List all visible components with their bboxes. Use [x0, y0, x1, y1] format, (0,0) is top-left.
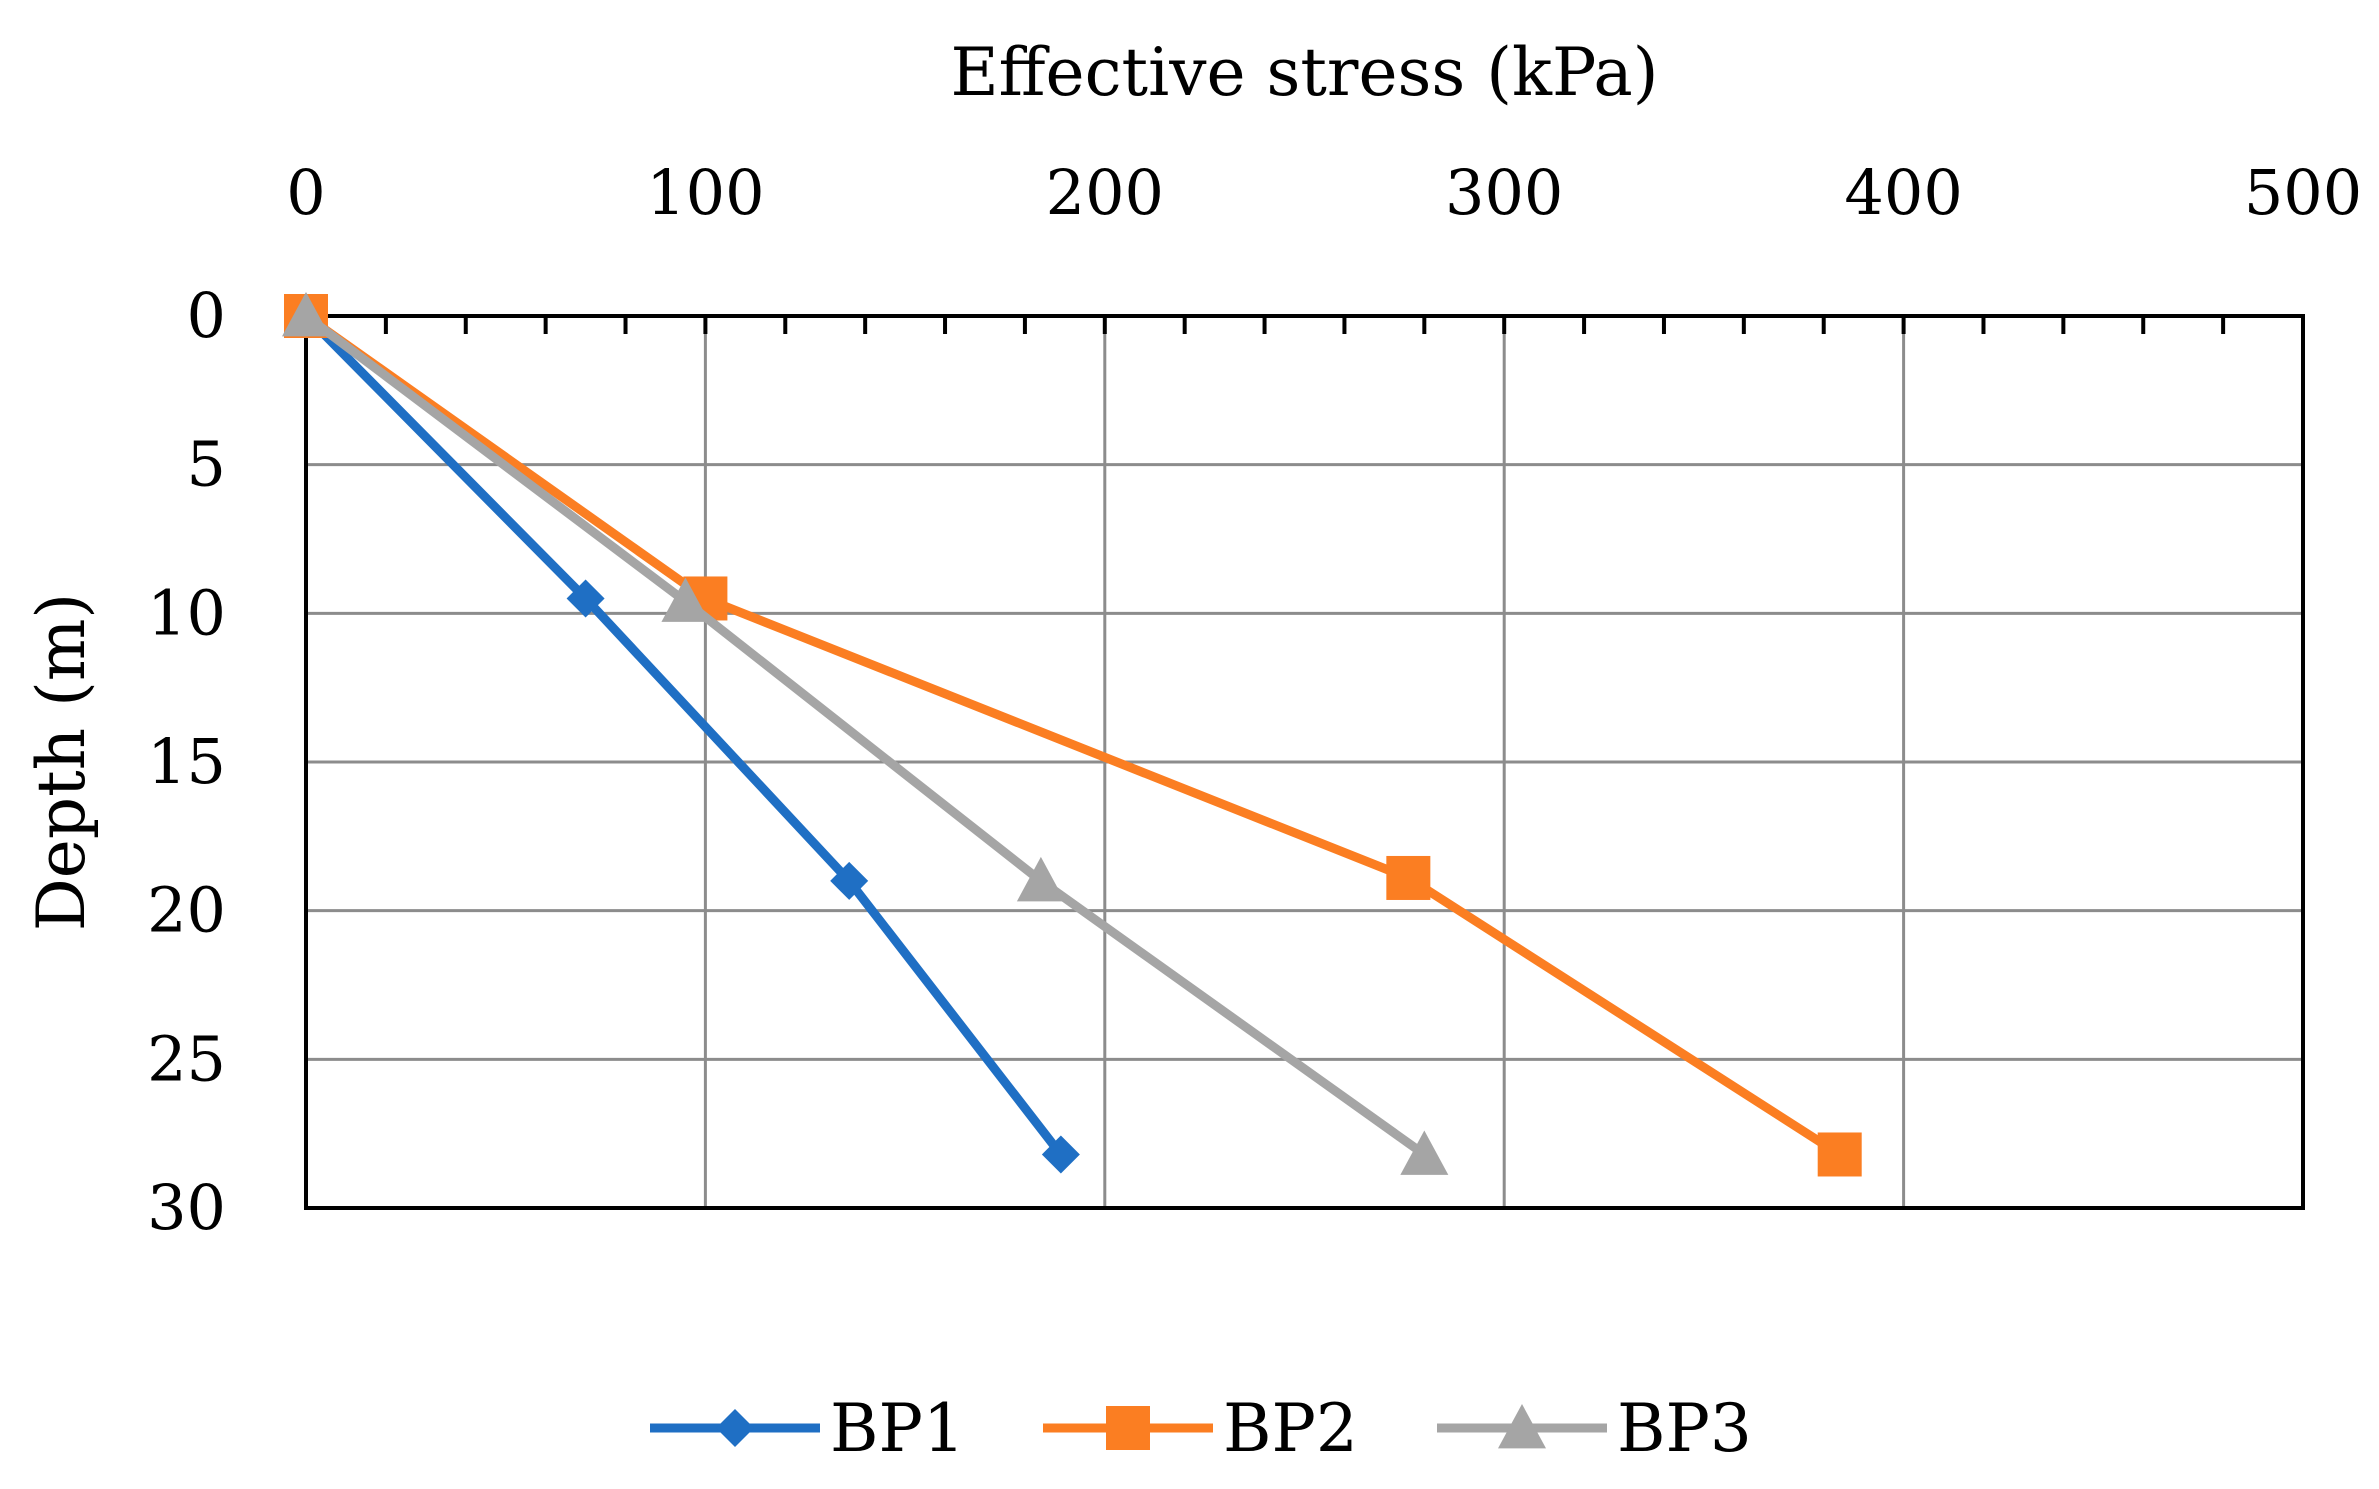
- series-bp3: [282, 292, 1449, 1175]
- x-tick-label: 500: [2244, 156, 2362, 229]
- legend-label-bp1: BP1: [830, 1390, 965, 1467]
- plot-area-frame: [304, 314, 2305, 1210]
- y-tick-label: 20: [147, 874, 226, 947]
- y-axis-title: Depth (m): [23, 593, 100, 931]
- y-tick-label: 30: [147, 1171, 226, 1244]
- data-point-bp3: [1400, 1130, 1449, 1175]
- series-line-bp1: [301, 311, 1066, 1159]
- legend-marker-bp1: [716, 1409, 754, 1447]
- y-tick-label: 15: [147, 725, 226, 798]
- data-point-bp2: [1817, 1132, 1862, 1177]
- x-tick-label: 200: [1046, 156, 1164, 229]
- y-tick-label: 0: [187, 279, 226, 352]
- legend-item-bp2: BP2: [1043, 1390, 1358, 1467]
- data-point-bp3: [661, 577, 710, 622]
- data-point-bp1: [566, 579, 605, 618]
- data-point-bp1: [1041, 1135, 1080, 1174]
- legend-item-bp3: BP3: [1437, 1390, 1752, 1467]
- grid: [306, 316, 2303, 1208]
- legend-label-bp3: BP3: [1617, 1390, 1752, 1467]
- tick-labels: 0 100 200 300 400 500 0 5 10 15 20 25 30: [147, 156, 2362, 1244]
- x-tick-label: 400: [1844, 156, 1962, 229]
- series-line-bp2: [301, 311, 1845, 1159]
- y-tick-label: 25: [147, 1022, 226, 1095]
- data-point-bp3: [282, 292, 330, 337]
- x-tick-label: 300: [1445, 156, 1563, 229]
- data-point-bp3: [1016, 856, 1065, 902]
- x-axis-title: Effective stress (kPa): [950, 34, 1658, 111]
- y-tick-label: 10: [147, 576, 226, 649]
- legend-marker-bp2: [1106, 1406, 1150, 1450]
- data-point-bp1: [830, 861, 869, 900]
- legend-label-bp2: BP2: [1223, 1390, 1358, 1467]
- data-point-bp2: [1386, 855, 1431, 900]
- series-layer: [282, 292, 1862, 1177]
- legend-item-bp1: BP1: [650, 1390, 965, 1467]
- x-tick-label: 0: [286, 156, 325, 229]
- series-line-bp3: [301, 311, 1429, 1159]
- legend: BP1 BP2 BP3: [650, 1390, 1752, 1467]
- tick-marks: [383, 316, 2226, 334]
- x-tick-label: 100: [646, 156, 764, 229]
- y-tick-label: 5: [187, 428, 226, 501]
- legend-marker-bp3: [1498, 1404, 1546, 1449]
